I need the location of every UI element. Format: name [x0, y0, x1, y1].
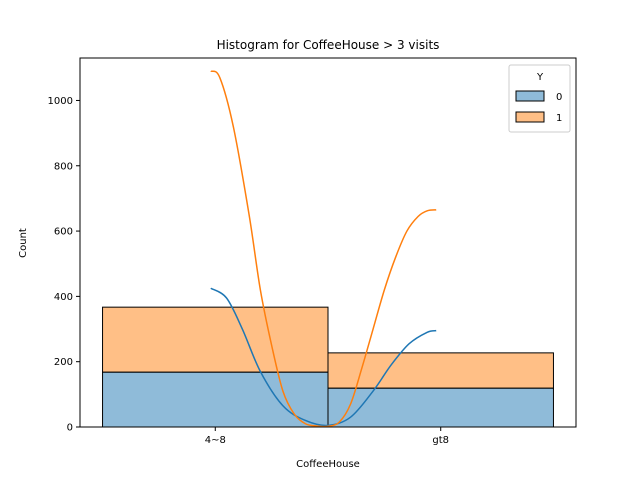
- bar-4~8-series-0: [102, 371, 329, 428]
- legend-swatch-1: [515, 111, 545, 123]
- x-axis-label: CoffeeHouse: [296, 459, 360, 470]
- y-tick-label: 1000: [48, 96, 73, 107]
- bar-gt8-series-1: [327, 352, 554, 389]
- x-tick-label: gt8: [432, 435, 449, 446]
- legend: Y 0 1: [508, 64, 571, 133]
- bar-4~8-series-1: [102, 306, 329, 373]
- kde-lines-layer: [210, 70, 437, 428]
- y-tick-label: 800: [54, 161, 73, 172]
- legend-label-0: 0: [556, 92, 562, 103]
- kde-line-series-1: [210, 70, 437, 428]
- y-tick-label: 600: [54, 227, 73, 238]
- kde-line-series-0: [210, 287, 437, 427]
- legend-title: Y: [536, 72, 544, 83]
- y-tick-label: 200: [54, 357, 73, 368]
- axes-layer: 0 200 400 600 800 1000 4~8 gt8: [48, 57, 577, 446]
- plot-frame: [79, 57, 577, 428]
- chart-title: Histogram for CoffeeHouse > 3 visits: [217, 38, 440, 52]
- legend-swatch-0: [515, 90, 545, 102]
- y-tick-label: 400: [54, 292, 73, 303]
- y-tick-label: 0: [67, 423, 73, 434]
- x-tick-label: 4~8: [205, 435, 226, 446]
- y-axis-label: Count: [18, 228, 29, 258]
- bar-gt8-series-0: [327, 387, 554, 428]
- legend-label-1: 1: [556, 113, 562, 124]
- bars-layer: [102, 306, 554, 428]
